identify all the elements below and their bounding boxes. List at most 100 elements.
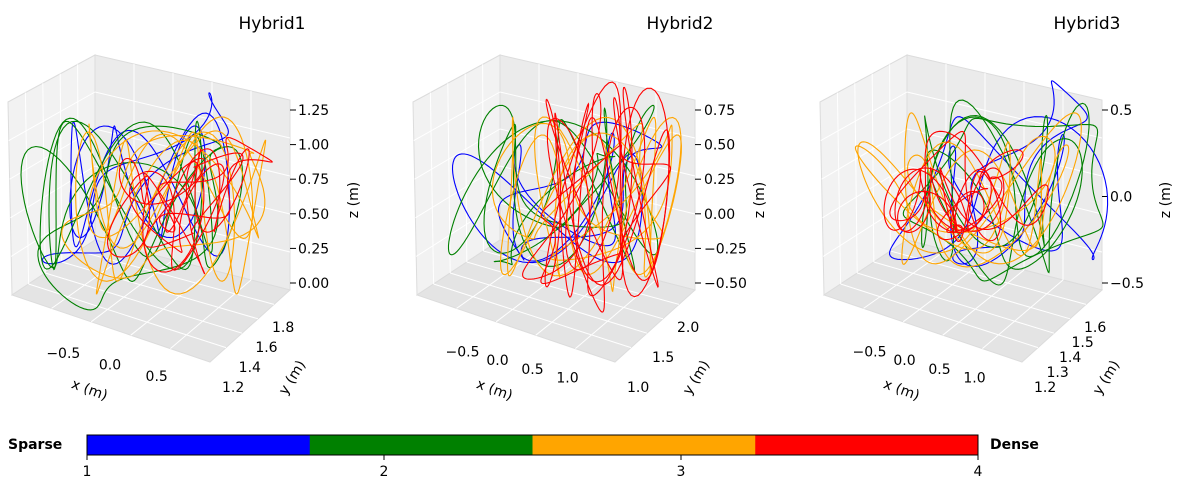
- trajectory-segment: [952, 80, 1088, 265]
- floor-pane: [415, 239, 697, 363]
- trajectory-segment: [87, 130, 260, 239]
- x-axis-label: x (m): [69, 376, 110, 404]
- gridlines: [413, 64, 696, 349]
- x-tick-label: 0.0: [486, 353, 508, 369]
- colorbar-left-label: Sparse: [8, 437, 62, 453]
- x-tick-label: 1.0: [963, 371, 985, 387]
- trajectory-segment: [904, 112, 1082, 265]
- colorbar-tick-label: 2: [380, 464, 389, 480]
- trajectory-segment: [143, 152, 244, 248]
- trajectory-segment: [506, 116, 657, 277]
- trajectory-segment: [565, 86, 659, 289]
- z-tick-label: 0.00: [704, 207, 735, 223]
- z-tick-label: −0.25: [704, 241, 747, 257]
- colorbar-segment: [309, 435, 533, 455]
- colorbar-segment: [755, 435, 979, 455]
- x-axis-label: x (m): [881, 376, 922, 404]
- colorbar-frame: [86, 434, 979, 456]
- y-tick-label: 1.8: [272, 320, 294, 336]
- panel-title: Hybrid3: [1054, 14, 1121, 34]
- z-tick-label: 0.5: [1110, 103, 1132, 119]
- y-tick-label: 1.4: [239, 360, 261, 376]
- floor-pane: [10, 239, 292, 363]
- colorbar: Sparse Dense 1 2 3 4: [8, 434, 1039, 480]
- trajectory-segment: [499, 134, 682, 276]
- z-axis-label: z (m): [346, 182, 362, 218]
- trajectory: [854, 80, 1109, 286]
- trajectory-segment: [95, 139, 267, 295]
- y-tick-label: 1.2: [1034, 380, 1056, 396]
- trajectory-segment: [939, 166, 1049, 242]
- z-tick-label: 0.0: [1110, 190, 1132, 206]
- x-tick-label: 0.0: [893, 353, 915, 369]
- panel-1: Hybrid1 0.00 0.25 0.50 0.75 1.00 1.25 z (m) −0.5…: [7, 14, 362, 404]
- trajectory-segment: [546, 106, 646, 313]
- z-tick-label: 1.25: [298, 103, 329, 119]
- z-tick-label: 0.25: [298, 241, 329, 257]
- y-axis: 1.01.52.0: [627, 320, 699, 396]
- trajectory: [447, 81, 682, 313]
- trajectory-segment: [61, 134, 266, 279]
- y-axis-label: y (m): [680, 358, 713, 398]
- z-axis: −0.5 0.0 0.5: [1102, 103, 1144, 292]
- z-tick-label: −0.50: [704, 276, 747, 292]
- trajectory-segment: [554, 112, 671, 298]
- trajectory-segment: [936, 149, 1024, 241]
- x-axis: −0.5 0.0 0.5 1.0: [853, 344, 986, 386]
- colorbar-segments: [87, 435, 979, 455]
- colorbar-segment: [532, 435, 756, 455]
- y-tick-label: 1.5: [652, 350, 674, 366]
- trajectory-segment: [37, 125, 222, 311]
- trajectory-segment: [129, 163, 225, 271]
- colorbar-right-label: Dense: [990, 437, 1039, 453]
- z-tick-label: 0.00: [298, 276, 329, 292]
- y-axis: 1.21.31.41.51.6: [1034, 320, 1106, 396]
- z-tick-label: 0.75: [298, 172, 329, 188]
- z-tick-label: −0.5: [1110, 276, 1144, 292]
- y-axis: 1.2 1.4 1.6 1.8: [222, 320, 294, 396]
- z-axis-label: z (m): [1158, 182, 1174, 218]
- x-tick-label: 0.0: [99, 358, 121, 374]
- trajectory-segment: [118, 157, 206, 205]
- x-tick-label: −0.5: [446, 344, 480, 360]
- y-tick-label: 1.4: [1059, 350, 1081, 366]
- z-axis: 0.00 0.25 0.50 0.75 1.00 1.25: [290, 103, 329, 292]
- y-tick-label: 1.2: [222, 380, 244, 396]
- x-axis: −0.5 0.0 0.5 1.0: [446, 344, 579, 386]
- x-tick-label: −0.5: [853, 344, 887, 360]
- trajectory-segment: [522, 93, 602, 280]
- x-tick-label: −0.5: [46, 346, 80, 362]
- floor-pane: [822, 239, 1104, 363]
- colorbar-segment: [87, 435, 311, 455]
- trajectory-segment: [902, 117, 1104, 282]
- y-axis-label: y (m): [1090, 358, 1123, 398]
- y-tick-label: 1.3: [1047, 365, 1069, 381]
- colorbar-tick-label: 1: [83, 464, 92, 480]
- panel-title: Hybrid2: [647, 14, 714, 34]
- trajectory-segment: [540, 144, 672, 285]
- x-tick-label: 0.5: [146, 369, 168, 385]
- z-tick-label: 0.50: [704, 138, 735, 154]
- trajectory-segment: [165, 148, 250, 233]
- z-axis: −0.50 −0.25 0.00 0.25 0.50 0.75: [695, 103, 747, 292]
- colorbar-ticks: 1 2 3 4: [83, 455, 983, 480]
- z-tick-label: 0.50: [298, 207, 329, 223]
- trajectory-segment: [41, 92, 229, 265]
- panel-title: Hybrid1: [239, 14, 306, 34]
- y-tick-label: 1.5: [1072, 335, 1094, 351]
- trajectory-segment: [894, 166, 1005, 234]
- trajectory-segment: [921, 114, 1049, 249]
- y-tick-label: 1.6: [1084, 320, 1106, 336]
- trajectory-segment: [88, 116, 254, 249]
- colorbar-tick-label: 3: [677, 464, 686, 480]
- y-tick-label: 2.0: [677, 320, 699, 336]
- x-axis: −0.5 0.0 0.5: [46, 346, 167, 385]
- colorbar-tick-label: 4: [974, 464, 983, 480]
- trajectory: [20, 92, 273, 311]
- trajectory-segment: [897, 190, 985, 233]
- trajectory-segment: [901, 141, 1043, 266]
- x-axis-label: x (m): [474, 376, 515, 404]
- x-tick-label: 1.0: [556, 371, 578, 387]
- trajectory-segment: [493, 152, 616, 266]
